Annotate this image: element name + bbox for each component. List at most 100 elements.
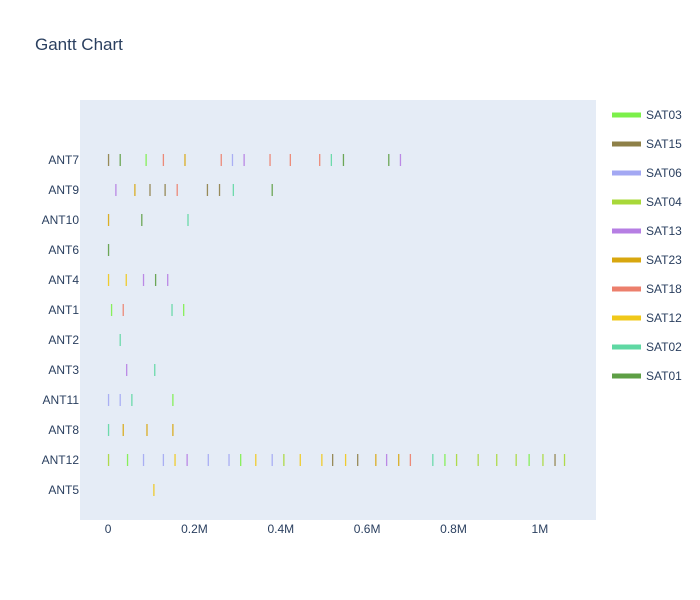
task-bar[interactable] bbox=[330, 154, 333, 166]
task-bar[interactable] bbox=[149, 184, 151, 196]
task-bar[interactable] bbox=[240, 454, 242, 466]
task-bar[interactable] bbox=[398, 454, 400, 466]
task-bar[interactable] bbox=[126, 364, 128, 376]
task-bar[interactable] bbox=[232, 184, 234, 196]
task-bar[interactable] bbox=[385, 454, 388, 466]
task-bar[interactable] bbox=[141, 214, 143, 226]
task-bar[interactable] bbox=[342, 154, 345, 166]
task-bar[interactable] bbox=[131, 394, 133, 406]
task-bar[interactable] bbox=[218, 184, 221, 196]
task-bar[interactable] bbox=[125, 274, 127, 286]
task-bar[interactable] bbox=[174, 454, 176, 466]
task-bar[interactable] bbox=[563, 454, 566, 466]
task-bar[interactable] bbox=[220, 154, 222, 166]
y-tick-label: ANT11 bbox=[43, 393, 80, 407]
legend[interactable]: SAT03 SAT15 SAT06 SAT04 SAT13 SAT23 SAT18 SAT12… bbox=[612, 108, 682, 383]
task-bar[interactable] bbox=[145, 154, 147, 166]
task-bar[interactable] bbox=[126, 454, 129, 466]
y-tick-label: ANT5 bbox=[48, 483, 79, 497]
task-bar[interactable] bbox=[542, 454, 544, 466]
legend-item[interactable]: SAT13 bbox=[612, 224, 682, 238]
task-bar[interactable] bbox=[146, 424, 148, 436]
legend-item[interactable]: SAT03 bbox=[612, 108, 682, 122]
task-bar[interactable] bbox=[409, 454, 412, 466]
task-bar[interactable] bbox=[271, 454, 273, 466]
task-bar[interactable] bbox=[207, 454, 209, 466]
task-bar[interactable] bbox=[142, 274, 145, 286]
task-bar[interactable] bbox=[153, 484, 155, 496]
task-bar[interactable] bbox=[388, 154, 390, 166]
task-bar[interactable] bbox=[344, 454, 347, 466]
task-bar[interactable] bbox=[319, 154, 321, 166]
task-bar[interactable] bbox=[119, 154, 121, 166]
task-bar[interactable] bbox=[172, 424, 174, 436]
legend-item[interactable]: SAT15 bbox=[612, 137, 682, 151]
task-bar[interactable] bbox=[167, 274, 169, 286]
task-bar[interactable] bbox=[231, 154, 234, 166]
task-bar[interactable] bbox=[122, 304, 124, 316]
task-bar[interactable] bbox=[444, 454, 446, 466]
task-bar[interactable] bbox=[289, 154, 291, 166]
task-bar[interactable] bbox=[332, 454, 334, 466]
legend-item[interactable]: SAT04 bbox=[612, 195, 682, 209]
legend-item[interactable]: SAT06 bbox=[612, 166, 682, 180]
task-bar[interactable] bbox=[154, 364, 156, 376]
task-bar[interactable] bbox=[269, 154, 271, 166]
task-bar[interactable] bbox=[119, 394, 121, 406]
task-bar[interactable] bbox=[515, 454, 517, 466]
task-bar[interactable] bbox=[142, 454, 145, 466]
task-bar[interactable] bbox=[321, 454, 323, 466]
task-bar[interactable] bbox=[115, 184, 117, 196]
legend-item[interactable]: SAT01 bbox=[612, 369, 682, 383]
legend-swatch bbox=[612, 141, 641, 147]
task-bar[interactable] bbox=[107, 154, 110, 166]
legend-label: SAT23 bbox=[646, 253, 682, 267]
legend-item[interactable]: SAT12 bbox=[612, 311, 682, 325]
task-bar[interactable] bbox=[107, 454, 110, 466]
task-bar[interactable] bbox=[357, 454, 359, 466]
task-bar[interactable] bbox=[399, 154, 402, 166]
task-bar[interactable] bbox=[107, 424, 110, 436]
task-bar[interactable] bbox=[171, 304, 173, 316]
task-bar[interactable] bbox=[110, 304, 113, 316]
task-bar[interactable] bbox=[455, 454, 458, 466]
task-bar[interactable] bbox=[162, 154, 165, 166]
y-tick-label: ANT3 bbox=[48, 363, 79, 377]
task-bar[interactable] bbox=[164, 184, 166, 196]
task-bar[interactable] bbox=[206, 184, 209, 196]
task-bar[interactable] bbox=[496, 454, 498, 466]
x-tick-label: 0 bbox=[105, 522, 112, 536]
task-bar[interactable] bbox=[255, 454, 257, 466]
legend-item[interactable]: SAT23 bbox=[612, 253, 682, 267]
task-bar[interactable] bbox=[184, 154, 186, 166]
task-bar[interactable] bbox=[299, 454, 301, 466]
task-bar[interactable] bbox=[432, 454, 434, 466]
task-bar[interactable] bbox=[107, 394, 110, 406]
legend-label: SAT04 bbox=[646, 195, 682, 209]
task-bar[interactable] bbox=[162, 454, 165, 466]
task-bar[interactable] bbox=[107, 274, 110, 286]
task-bar[interactable] bbox=[528, 454, 530, 466]
task-bar[interactable] bbox=[477, 454, 479, 466]
legend-item[interactable]: SAT02 bbox=[612, 340, 682, 354]
legend-label: SAT12 bbox=[646, 311, 682, 325]
legend-item[interactable]: SAT18 bbox=[612, 282, 682, 296]
task-bar[interactable] bbox=[176, 184, 178, 196]
task-bar[interactable] bbox=[172, 394, 174, 406]
task-bar[interactable] bbox=[271, 184, 273, 196]
task-bar[interactable] bbox=[554, 454, 556, 466]
task-bar[interactable] bbox=[107, 244, 110, 256]
task-bar[interactable] bbox=[122, 424, 124, 436]
task-bar[interactable] bbox=[243, 154, 245, 166]
task-bar[interactable] bbox=[375, 454, 377, 466]
task-bar[interactable] bbox=[183, 304, 185, 316]
task-bar[interactable] bbox=[228, 454, 230, 466]
task-bar[interactable] bbox=[283, 454, 285, 466]
task-bar[interactable] bbox=[186, 454, 188, 466]
task-bar[interactable] bbox=[187, 214, 189, 226]
task-bar[interactable] bbox=[107, 214, 110, 226]
task-bar[interactable] bbox=[119, 334, 121, 346]
task-bar[interactable] bbox=[154, 274, 157, 286]
task-bar[interactable] bbox=[134, 184, 136, 196]
